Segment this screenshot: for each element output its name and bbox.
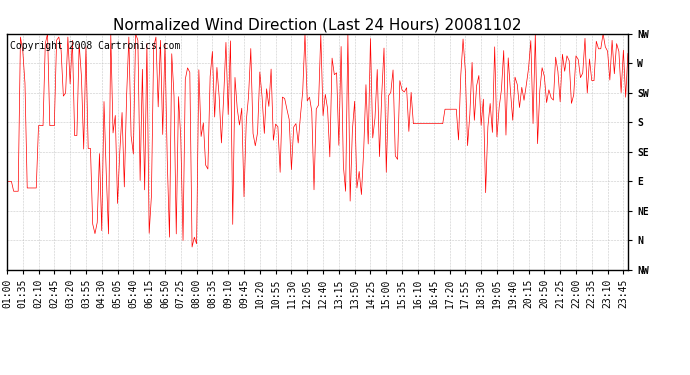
Text: Copyright 2008 Cartronics.com: Copyright 2008 Cartronics.com [10,41,180,51]
Title: Normalized Wind Direction (Last 24 Hours) 20081102: Normalized Wind Direction (Last 24 Hours… [113,18,522,33]
